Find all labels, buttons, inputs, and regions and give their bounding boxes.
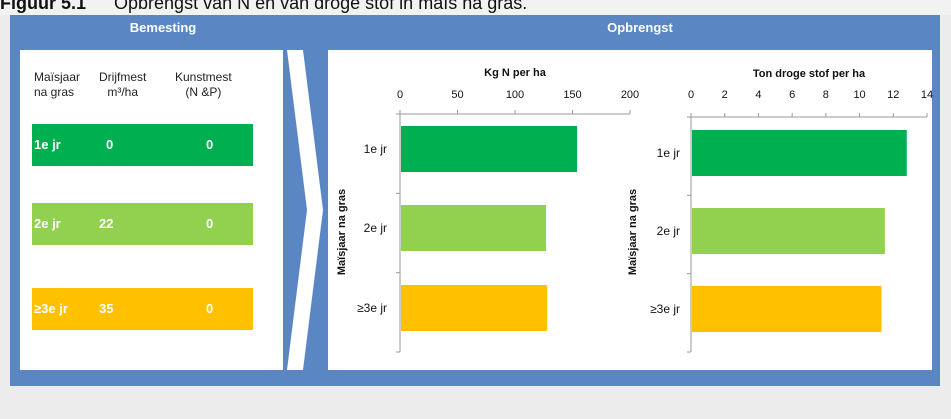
- col-header-maisjaar-line1: Maïsjaar: [34, 70, 81, 84]
- figure-label: Figuur 5.1: [0, 0, 87, 13]
- chart-title: Ton droge stof per ha: [753, 68, 866, 80]
- col-header-drijfmest-line1: Drijfmest: [99, 70, 147, 84]
- col-header-kunstmest-line2: (N &P): [185, 85, 222, 99]
- category-label: ≥3e jr: [357, 301, 387, 315]
- x-tick-label: 8: [823, 89, 829, 101]
- bottom-strip: [0, 386, 951, 419]
- table-row: 2e jr 22 0: [32, 203, 253, 245]
- category-label: 2e jr: [657, 224, 680, 238]
- y-axis-label: Maïsjaar na gras: [627, 189, 639, 275]
- x-tick-label: 2: [722, 89, 728, 101]
- row-year: 1e jr: [34, 137, 61, 152]
- category-label: ≥3e jr: [650, 302, 680, 316]
- category-label: 1e jr: [364, 142, 387, 156]
- x-tick-label: 12: [887, 89, 899, 101]
- x-tick-label: 150: [563, 89, 581, 101]
- col-header-drijfmest-line2: m³/ha: [107, 85, 139, 99]
- col-header-maisjaar: Maïsjaar na gras: [34, 70, 80, 100]
- figure-caption-text: Opbrengst van N en van droge stof in maï…: [114, 0, 528, 13]
- row-drijfmest: 22: [99, 216, 114, 231]
- row-year: 2e jr: [34, 216, 61, 231]
- col-header-kunstmest-line1: Kunstmest: [175, 70, 232, 84]
- bar: [401, 285, 548, 331]
- row-drijfmest: 35: [99, 301, 114, 316]
- row-kunstmest: 0: [206, 301, 214, 316]
- col-header-kunstmest: Kunstmest (N &P): [175, 70, 232, 100]
- bar: [692, 286, 882, 332]
- col-header-drijfmest: Drijfmest m³/ha: [99, 70, 146, 100]
- row-kunstmest: 0: [206, 137, 214, 152]
- bar: [692, 130, 907, 176]
- category-label: 1e jr: [657, 146, 680, 160]
- header-opbrengst: Opbrengst: [607, 20, 673, 35]
- x-tick-label: 0: [688, 89, 694, 101]
- x-tick-label: 0: [397, 89, 403, 101]
- y-axis-label: Maïsjaar na gras: [336, 189, 348, 275]
- bar: [692, 208, 885, 254]
- chart-title: Kg N per ha: [484, 67, 547, 79]
- x-tick-label: 6: [789, 89, 795, 101]
- bar: [401, 205, 547, 251]
- table-row: 1e jr 0 0: [32, 124, 253, 166]
- category-label: 2e jr: [364, 221, 387, 235]
- bar: [401, 126, 578, 172]
- x-tick-label: 50: [451, 89, 463, 101]
- x-tick-label: 10: [853, 89, 865, 101]
- header-bemesting: Bemesting: [129, 20, 197, 35]
- x-tick-label: 4: [755, 89, 761, 101]
- x-tick-label: 100: [506, 89, 524, 101]
- row-kunstmest: 0: [206, 216, 214, 231]
- col-header-maisjaar-line2: na gras: [34, 85, 75, 99]
- figure-caption: Figuur 5.1 Opbrengst van N en van droge s…: [0, 0, 951, 15]
- row-year: ≥3e jr: [34, 301, 68, 316]
- x-tick-label: 200: [621, 89, 639, 101]
- table-row: ≥3e jr 35 0: [32, 288, 253, 330]
- x-tick-label: 14: [921, 89, 933, 101]
- row-drijfmest: 0: [106, 137, 114, 152]
